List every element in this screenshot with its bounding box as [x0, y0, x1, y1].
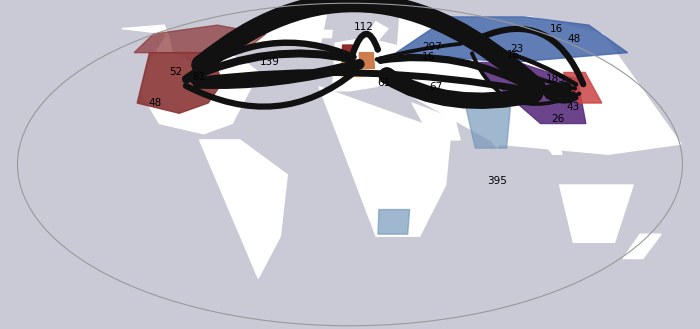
- Polygon shape: [564, 72, 602, 103]
- FancyArrowPatch shape: [198, 64, 359, 84]
- Polygon shape: [378, 210, 409, 234]
- Polygon shape: [342, 45, 354, 63]
- FancyArrowPatch shape: [186, 71, 356, 107]
- Text: 61: 61: [377, 78, 391, 88]
- Text: 395: 395: [487, 176, 508, 186]
- FancyArrowPatch shape: [387, 76, 535, 101]
- FancyArrowPatch shape: [472, 53, 580, 104]
- Polygon shape: [623, 234, 661, 259]
- Text: 185: 185: [545, 73, 566, 84]
- Polygon shape: [319, 87, 451, 236]
- FancyArrowPatch shape: [201, 3, 536, 88]
- FancyArrowPatch shape: [353, 34, 378, 53]
- Text: 139: 139: [260, 58, 280, 67]
- Text: 23: 23: [510, 44, 524, 54]
- FancyArrowPatch shape: [186, 53, 351, 80]
- Polygon shape: [566, 74, 601, 101]
- FancyArrowPatch shape: [194, 72, 535, 91]
- FancyArrowPatch shape: [548, 88, 566, 91]
- FancyArrowPatch shape: [548, 94, 573, 95]
- Polygon shape: [199, 140, 287, 278]
- FancyArrowPatch shape: [186, 43, 354, 78]
- Text: 16: 16: [507, 50, 520, 60]
- FancyArrowPatch shape: [547, 96, 576, 101]
- Text: 67: 67: [429, 82, 442, 92]
- FancyArrowPatch shape: [381, 58, 536, 89]
- Polygon shape: [559, 185, 634, 242]
- FancyArrowPatch shape: [475, 44, 576, 85]
- FancyArrowPatch shape: [377, 44, 461, 60]
- FancyArrowPatch shape: [474, 47, 575, 89]
- Text: 297: 297: [423, 42, 442, 52]
- Text: 26: 26: [551, 114, 564, 124]
- Polygon shape: [396, 17, 628, 63]
- Polygon shape: [122, 25, 259, 134]
- Polygon shape: [358, 22, 388, 51]
- Polygon shape: [412, 103, 460, 140]
- Text: 16: 16: [550, 24, 563, 34]
- Text: 52: 52: [169, 67, 183, 77]
- Polygon shape: [466, 107, 510, 148]
- Ellipse shape: [18, 3, 682, 326]
- Text: 48: 48: [568, 35, 581, 44]
- Polygon shape: [521, 113, 562, 154]
- Polygon shape: [241, 4, 328, 43]
- Polygon shape: [359, 53, 375, 68]
- Text: 112: 112: [354, 22, 373, 32]
- Polygon shape: [134, 25, 266, 53]
- Text: 48: 48: [148, 98, 162, 108]
- Polygon shape: [395, 17, 681, 154]
- FancyArrowPatch shape: [480, 29, 583, 84]
- Text: 16: 16: [421, 52, 435, 62]
- Text: 43: 43: [566, 102, 580, 112]
- Polygon shape: [316, 30, 332, 38]
- Polygon shape: [342, 63, 363, 77]
- Polygon shape: [137, 53, 223, 113]
- Polygon shape: [470, 63, 586, 123]
- Polygon shape: [473, 115, 512, 148]
- Polygon shape: [332, 39, 417, 91]
- Text: 81: 81: [193, 71, 206, 82]
